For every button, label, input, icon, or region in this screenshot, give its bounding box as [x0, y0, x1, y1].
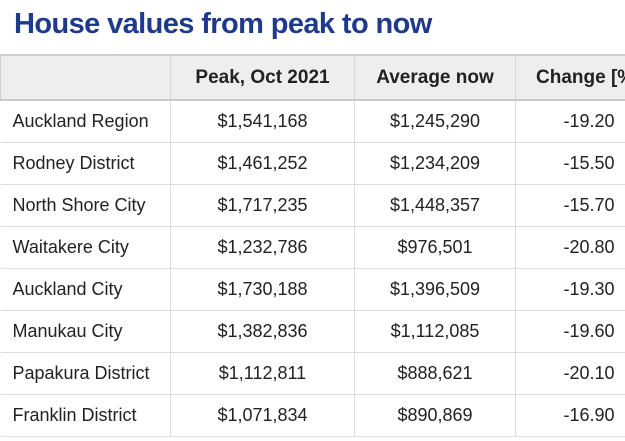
area-cell: Papakura District	[0, 352, 171, 395]
table-row: Auckland Region $1,541,168 $1,245,290 -1…	[0, 100, 625, 143]
average-now-cell: $1,396,509	[354, 268, 516, 311]
peak-cell: $1,730,188	[170, 268, 355, 311]
average-now-cell: $1,448,357	[354, 184, 516, 227]
change-cell: -20.80	[515, 226, 625, 269]
table-row: Rodney District $1,461,252 $1,234,209 -1…	[0, 142, 625, 185]
peak-cell: $1,112,811	[170, 352, 355, 395]
area-cell: Rodney District	[0, 142, 171, 185]
average-now-cell: $888,621	[354, 352, 516, 395]
change-cell: -15.50	[515, 142, 625, 185]
change-cell: -19.60	[515, 310, 625, 353]
area-cell: Auckland City	[0, 268, 171, 311]
average-now-cell: $1,112,085	[354, 310, 516, 353]
peak-cell: $1,232,786	[170, 226, 355, 269]
house-values-table-container[interactable]: Peak, Oct 2021 Average now Change [%] Au…	[0, 54, 625, 441]
table-row: North Shore City $1,717,235 $1,448,357 -…	[0, 184, 625, 227]
average-now-cell: $976,501	[354, 226, 516, 269]
change-cell: -16.90	[515, 394, 625, 437]
header-average-now: Average now	[354, 54, 516, 101]
table-row: Auckland City $1,730,188 $1,396,509 -19.…	[0, 268, 625, 311]
page-title: House values from peak to now	[14, 8, 432, 40]
table-row: Waitakere City $1,232,786 $976,501 -20.8…	[0, 226, 625, 269]
area-cell: Franklin District	[0, 394, 171, 437]
average-now-cell: $890,869	[354, 394, 516, 437]
peak-cell: $1,461,252	[170, 142, 355, 185]
header-change: Change [%]	[515, 54, 625, 101]
house-values-table: Peak, Oct 2021 Average now Change [%] Au…	[0, 54, 625, 437]
change-cell: -19.20	[515, 100, 625, 143]
change-cell: -19.30	[515, 268, 625, 311]
area-cell: Waitakere City	[0, 226, 171, 269]
change-cell: -20.10	[515, 352, 625, 395]
table-row: Franklin District $1,071,834 $890,869 -1…	[0, 394, 625, 437]
area-cell: Auckland Region	[0, 100, 171, 143]
header-peak: Peak, Oct 2021	[170, 54, 355, 101]
peak-cell: $1,382,836	[170, 310, 355, 353]
peak-cell: $1,717,235	[170, 184, 355, 227]
area-cell: Manukau City	[0, 310, 171, 353]
area-cell: North Shore City	[0, 184, 171, 227]
peak-cell: $1,071,834	[170, 394, 355, 437]
average-now-cell: $1,245,290	[354, 100, 516, 143]
peak-cell: $1,541,168	[170, 100, 355, 143]
change-cell: -15.70	[515, 184, 625, 227]
table-row: Manukau City $1,382,836 $1,112,085 -19.6…	[0, 310, 625, 353]
header-area	[0, 54, 171, 101]
header-row: Peak, Oct 2021 Average now Change [%]	[0, 54, 625, 101]
average-now-cell: $1,234,209	[354, 142, 516, 185]
table-row: Papakura District $1,112,811 $888,621 -2…	[0, 352, 625, 395]
